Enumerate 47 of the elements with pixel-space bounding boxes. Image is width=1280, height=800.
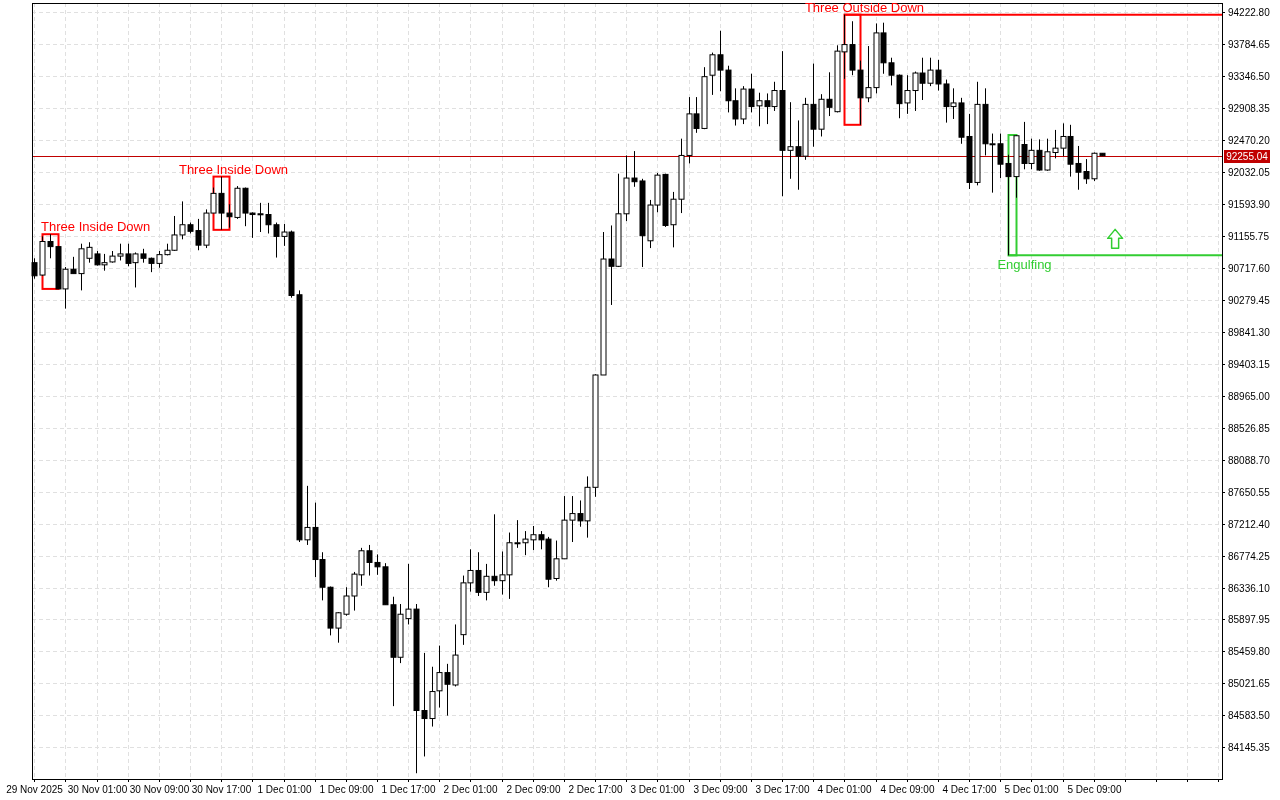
y-tick-label: 94222.80: [1228, 7, 1271, 18]
y-tick-label: 84583.50: [1228, 710, 1271, 721]
x-tick-label: 3 Dec 09:00: [693, 784, 748, 795]
y-tick-label: 90717.60: [1228, 263, 1271, 274]
y-tick-label: 85459.80: [1228, 646, 1271, 657]
ref-line-label: 92255.04: [1226, 151, 1269, 162]
y-tick-label: 86774.25: [1228, 551, 1271, 562]
x-tick-label: 1 Dec 17:00: [381, 784, 436, 795]
y-tick-label: 89841.30: [1228, 327, 1271, 338]
x-tick-label: 2 Dec 17:00: [568, 784, 623, 795]
annotation: Three Outside Down: [804, 0, 925, 15]
y-tick-label: 91593.90: [1228, 199, 1271, 210]
x-tick-label: 2 Dec 09:00: [506, 784, 561, 795]
y-tick-label: 91155.75: [1228, 231, 1270, 242]
y-tick-label: 87650.55: [1228, 487, 1271, 498]
x-tick-label: 1 Dec 01:00: [257, 784, 312, 795]
x-tick-label: 30 Nov 17:00: [191, 784, 252, 795]
y-tick-label: 92470.20: [1228, 135, 1271, 146]
x-tick-label: 5 Dec 01:00: [1004, 784, 1059, 795]
x-tick-label: 4 Dec 09:00: [880, 784, 935, 795]
x-tick-label: 5 Dec 09:00: [1067, 784, 1122, 795]
y-tick-label: 86336.10: [1228, 583, 1271, 594]
annotation: Three Inside Down: [41, 219, 151, 235]
y-tick-label: 88526.85: [1228, 423, 1271, 434]
y-tick-label: 92908.35: [1228, 103, 1271, 114]
x-tick-label: 4 Dec 01:00: [817, 784, 872, 795]
y-tick-label: 87212.40: [1228, 519, 1271, 530]
x-tick-label: 30 Nov 01:00: [67, 784, 128, 795]
y-tick-label: 88965.00: [1228, 391, 1271, 402]
y-tick-label: 89403.15: [1228, 359, 1271, 370]
x-tick-label: 3 Dec 17:00: [755, 784, 810, 795]
y-tick-label: 93784.65: [1228, 39, 1271, 50]
y-tick-label: 88088.70: [1228, 455, 1271, 466]
y-tick-label: 84145.35: [1228, 742, 1271, 753]
y-tick-label: 93346.50: [1228, 71, 1271, 82]
y-tick-label: 85021.65: [1228, 678, 1271, 689]
x-tick-label: 29 Nov 2025: [6, 784, 64, 795]
x-tick-label: 4 Dec 17:00: [942, 784, 997, 795]
y-tick-label: 90279.45: [1228, 295, 1271, 306]
x-tick-label: 3 Dec 01:00: [630, 784, 685, 795]
y-tick-label: 85897.95: [1228, 614, 1271, 625]
annotation: Engulfing: [997, 257, 1052, 273]
x-tick-label: 2 Dec 01:00: [443, 784, 498, 795]
annotation: Three Inside Down: [178, 161, 289, 177]
y-tick-label: 92032.05: [1228, 167, 1271, 178]
x-tick-label: 30 Nov 09:00: [129, 784, 190, 795]
x-tick-label: 1 Dec 09:00: [319, 784, 374, 795]
